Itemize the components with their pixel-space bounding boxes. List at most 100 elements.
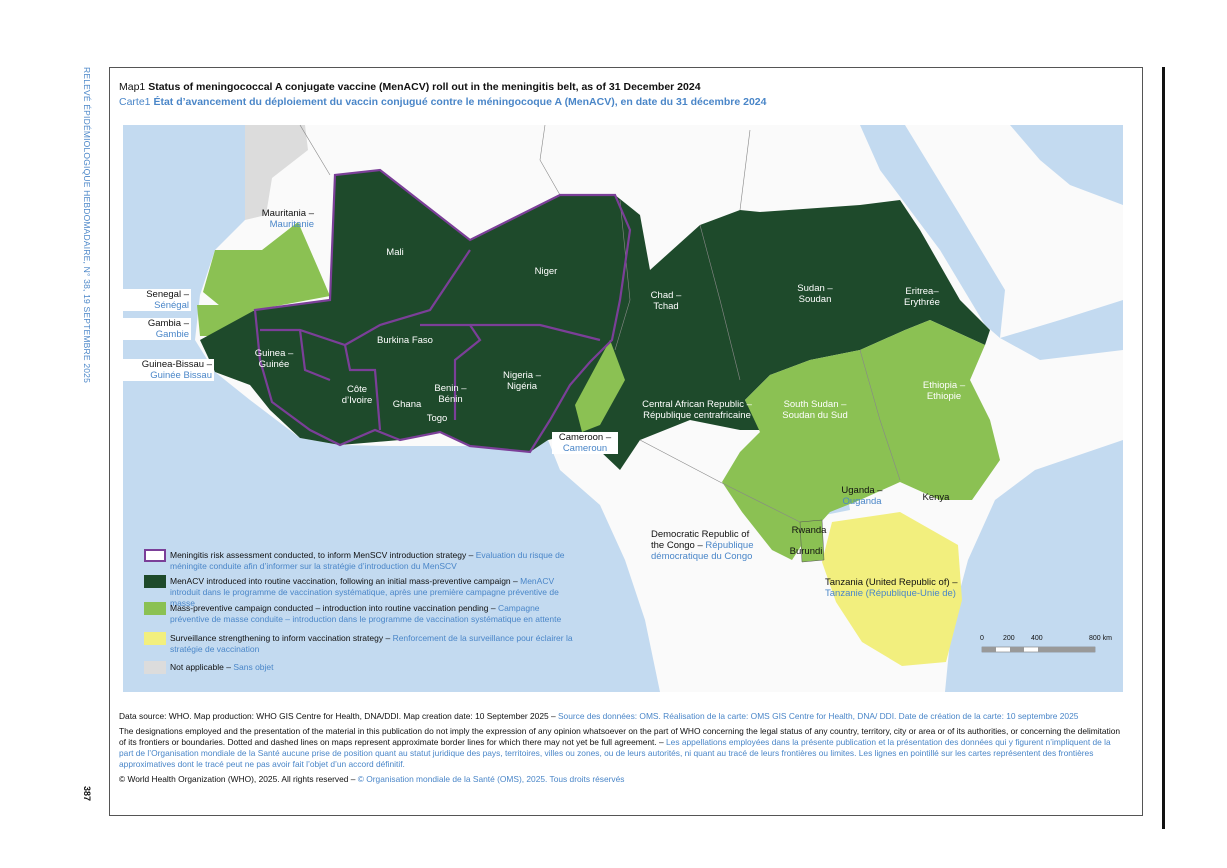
label-en: Nigeria –: [502, 370, 542, 381]
label-en: Chad –: [650, 290, 682, 301]
label-fr: Gambie: [155, 329, 189, 340]
country-label: Kenya: [911, 492, 961, 503]
border: [859, 349, 901, 481]
legend-fr: MenACV introduit dans le programme de va…: [170, 576, 559, 608]
footer-fr: © Organisation mondiale de la Santé (OMS…: [357, 774, 625, 784]
title-en: Map1 Status of meningococcal A conjugate…: [119, 81, 701, 93]
label-en: Ethiopia –: [922, 380, 966, 391]
footer: Data source: WHO. Map production: WHO GI…: [119, 711, 1124, 789]
label-en: South Sudan –: [783, 399, 847, 410]
label-fr: Ethiopie: [926, 391, 962, 402]
label-fr: Soudan du Sud: [782, 410, 848, 421]
outline: [298, 329, 331, 382]
outline: [253, 168, 632, 454]
label-fr: République centrafricaine: [643, 410, 751, 421]
country-label: Ethiopia – Ethiopie: [904, 380, 984, 402]
legend-text: Meningitis risk assessment conducted, to…: [170, 550, 580, 572]
footer-paragraph: © World Health Organization (WHO), 2025.…: [119, 774, 1124, 785]
label-en: Rwanda: [791, 525, 827, 536]
legend-swatch: [144, 575, 166, 588]
footer-fr: Les appellations employées dans la prése…: [119, 737, 1111, 769]
border: [639, 439, 801, 523]
label-en: Sudan –: [797, 283, 833, 294]
outline: [343, 344, 382, 431]
title-text: Status of meningococcal A conjugate vacc…: [148, 81, 701, 93]
label-fr: Soudan: [798, 294, 832, 305]
scale-bar-segment: [1038, 647, 1095, 652]
country-label: Uganda – Ouganda: [832, 485, 892, 507]
outline: [260, 249, 471, 347]
legend-fr: Sans objet: [233, 662, 274, 672]
title-prefix: Carte1: [119, 96, 151, 108]
legend-en: Mass-preventive campaign conducted – int…: [170, 603, 496, 613]
scale-label: 200: [1003, 635, 1015, 642]
label-fr: Tanzanie (République-Unie de): [825, 588, 956, 599]
footer-paragraph: Data source: WHO. Map production: WHO GI…: [119, 711, 1124, 722]
gulf: [1010, 125, 1123, 205]
country-label: Burundi: [781, 546, 831, 557]
label-fr: Ouganda: [842, 496, 882, 507]
country-label: Chad – Tchad: [636, 290, 696, 312]
scale-bar-segment: [1010, 647, 1024, 652]
side-header: RELEVÉ ÉPIDÉMIOLOGIQUE HEBDOMADAIRE, N° …: [82, 67, 92, 384]
menacv-region: [200, 170, 990, 470]
gulf-of-aden: [1000, 300, 1123, 360]
footer-en: The designations employed and the presen…: [119, 726, 1121, 747]
country-label: Central African Republic – République cen…: [622, 399, 772, 421]
label-fr: Erythrée: [904, 297, 940, 308]
footer-en: © World Health Organization (WHO), 2025.…: [119, 774, 356, 784]
border: [299, 125, 331, 176]
country-label: Eritrea– Erythrée: [892, 286, 952, 308]
borders: [299, 125, 901, 523]
scale-bar-segment: [982, 647, 996, 652]
figure-frame: [109, 67, 1143, 816]
cameroon-strip: [575, 340, 625, 432]
rwanda-burundi: [799, 519, 825, 563]
country-label: Cameroon – Cameroun: [552, 432, 618, 454]
label-en: Cameroon –: [558, 432, 612, 443]
label-fr: Cameroun: [562, 443, 608, 454]
legend-fr: Evaluation du risque de méningite condui…: [170, 550, 565, 571]
country-label: Guinea – Guinée: [244, 348, 304, 370]
label-fr: Mauritanie: [269, 219, 314, 230]
label-fr: Nigéria: [506, 381, 538, 392]
east-africa: [722, 320, 1000, 560]
legend-text: Surveillance strengthening to inform vac…: [170, 633, 580, 655]
title-fr: Carte1 État d’avancement du déploiement …: [119, 96, 766, 108]
label-en: Senegal –: [146, 289, 189, 300]
legend-text: Not applicable – Sans objet: [170, 662, 580, 673]
label-en: Niger: [534, 266, 558, 277]
legend-en: Surveillance strengthening to inform vac…: [170, 633, 391, 643]
country-label: Sudan – Soudan: [785, 283, 845, 305]
scale-label: 0: [980, 635, 984, 642]
label-en: Central African Republic –: [642, 399, 752, 410]
country-label: Burkina Faso: [360, 335, 450, 346]
country-label: Mauritania – Mauritanie: [224, 208, 314, 230]
legend-en: Not applicable –: [170, 662, 231, 672]
country-label: Gambia – Gambie: [122, 318, 191, 340]
label-fr: Bénin: [438, 394, 463, 405]
tanzania: [822, 512, 962, 666]
country-label: Mali: [365, 247, 425, 258]
assessment-outline: [253, 168, 632, 454]
footer-fr: Source des données: OMS. Réalisation de …: [557, 711, 1079, 721]
outline: [420, 323, 482, 420]
border: [739, 129, 751, 211]
border: [614, 199, 631, 351]
country-label: Senegal – Sénégal: [122, 289, 191, 311]
outline: [470, 323, 601, 342]
legend-en: MenACV introduced into routine vaccinati…: [170, 576, 518, 586]
footer-en: Data source: WHO. Map production: WHO GI…: [119, 711, 556, 721]
label-en: Mauritania –: [261, 208, 314, 219]
country-label: Rwanda: [784, 525, 834, 536]
red-sea: [860, 125, 1005, 338]
label-en: Kenya: [922, 492, 950, 503]
country-label: Tanzania (United Republic of) – Tanzanie …: [825, 577, 985, 599]
label-fr: Tchad: [653, 301, 679, 312]
mauritania: [203, 222, 330, 310]
label-en: Eritrea–: [905, 286, 939, 297]
legend-en: Meningitis risk assessment conducted, to…: [170, 550, 474, 560]
label-fr: Guinée: [258, 359, 290, 370]
map: [123, 125, 1123, 692]
